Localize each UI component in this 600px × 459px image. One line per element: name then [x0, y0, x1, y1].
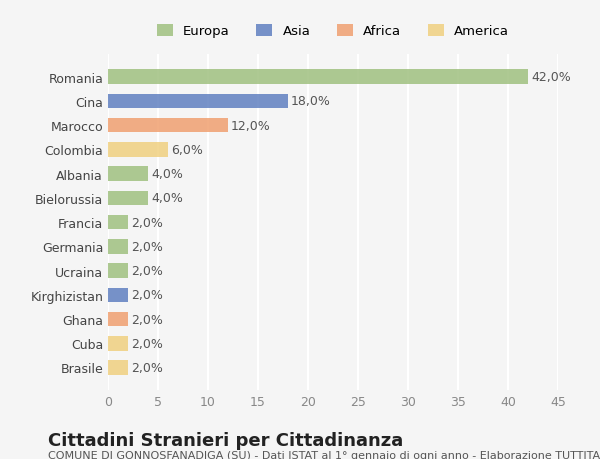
- Text: 2,0%: 2,0%: [131, 241, 163, 253]
- Bar: [108, 312, 128, 326]
- Bar: [108, 215, 128, 230]
- Bar: [108, 95, 288, 109]
- Text: 2,0%: 2,0%: [131, 361, 163, 374]
- Bar: [108, 336, 128, 351]
- Text: 4,0%: 4,0%: [151, 168, 183, 181]
- Text: 2,0%: 2,0%: [131, 337, 163, 350]
- Text: COMUNE DI GONNOSFANADIGA (SU) - Dati ISTAT al 1° gennaio di ogni anno - Elaboraz: COMUNE DI GONNOSFANADIGA (SU) - Dati IST…: [48, 450, 600, 459]
- Legend: Europa, Asia, Africa, America: Europa, Asia, Africa, America: [150, 18, 516, 45]
- Text: Cittadini Stranieri per Cittadinanza: Cittadini Stranieri per Cittadinanza: [48, 431, 403, 449]
- Bar: [108, 264, 128, 278]
- Text: 2,0%: 2,0%: [131, 264, 163, 277]
- Bar: [108, 167, 148, 181]
- Text: 4,0%: 4,0%: [151, 192, 183, 205]
- Text: 2,0%: 2,0%: [131, 289, 163, 302]
- Bar: [108, 70, 528, 85]
- Bar: [108, 119, 228, 133]
- Text: 2,0%: 2,0%: [131, 313, 163, 326]
- Text: 42,0%: 42,0%: [531, 71, 571, 84]
- Bar: [108, 143, 168, 157]
- Text: 18,0%: 18,0%: [291, 95, 331, 108]
- Bar: [108, 240, 128, 254]
- Text: 12,0%: 12,0%: [231, 119, 271, 132]
- Text: 2,0%: 2,0%: [131, 216, 163, 229]
- Bar: [108, 191, 148, 206]
- Bar: [108, 288, 128, 302]
- Text: 6,0%: 6,0%: [171, 144, 203, 157]
- Bar: [108, 360, 128, 375]
